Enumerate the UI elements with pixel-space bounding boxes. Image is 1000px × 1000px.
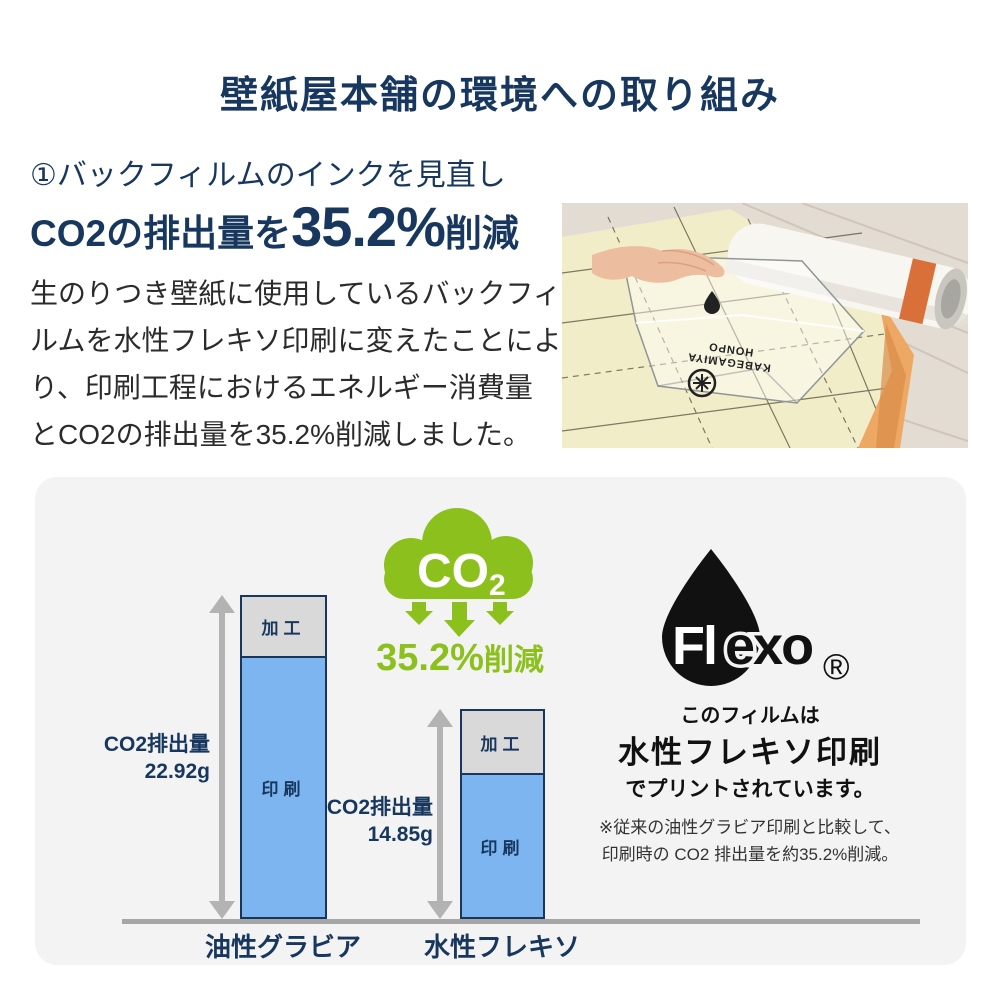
film-crest-spokes — [693, 374, 711, 392]
film-crest-mark — [687, 368, 717, 398]
flexo-brand-white-part: Fl — [672, 616, 716, 676]
axis-label-oil-gravure: 油性グラビア — [204, 932, 361, 962]
reduction-caption: 35.2%削減 — [310, 635, 610, 680]
intro-body-text: 生のりつき壁紙に使用しているバックフィ ルムを水性フレキソ印刷に変えたことによ … — [30, 278, 562, 450]
height-arrow-oil — [209, 595, 235, 919]
highlight-prefix: CO2の排出量を — [30, 213, 292, 254]
co2-total-oil: CO2排出量 22.92g — [103, 733, 210, 783]
bar-segment-printing: 印刷 — [462, 775, 543, 917]
infographic-panel: 加工 印刷 加工 印刷 CO2排出量 22.92g CO2排出量 14.85g … — [35, 477, 966, 965]
axis-label-water-flexo: 水性フレキソ — [423, 932, 580, 962]
flexo-footnote-2: 印刷時の CO2 排出量を約35.2%削減。 — [601, 845, 899, 864]
reduction-suffix: 削減 — [483, 644, 544, 677]
bar-segment-processing: 加工 — [242, 597, 325, 658]
section-heading: ①バックフィルムのインクを見直し — [30, 159, 506, 192]
flexo-logo: Fl exo ® — [662, 549, 850, 687]
flexo-droplet-icon — [662, 549, 760, 686]
wallpaper-roll — [724, 223, 968, 330]
flexo-brand-black-part: exo — [725, 616, 812, 676]
hand-finger-lines — [657, 249, 715, 272]
arrow-shaft — [219, 610, 225, 904]
co2-total-flexo: CO2排出量 14.85g — [326, 796, 433, 846]
page-title: 壁紙屋本舗の環境への取り組み — [219, 75, 780, 117]
flexo-footnote-1: ※従来の油性グラビア印刷と比較して、 — [599, 818, 901, 837]
product-photo: KABEGAMIYA HONPO — [562, 203, 968, 448]
cloud-co2-text: CO2 — [417, 545, 506, 602]
arrow-shaft — [437, 724, 443, 904]
film-fold-shadow — [657, 367, 798, 404]
highlight-suffix: 削減 — [444, 213, 519, 254]
height-arrow-flexo — [427, 709, 453, 919]
bar-segment-processing: 加工 — [462, 711, 543, 775]
highlight-value: 35.2% — [291, 195, 446, 258]
co2-highlight-line: CO2の排出量を35.2%削減 — [30, 196, 519, 273]
cloud-shape — [384, 508, 533, 599]
co2-cloud-icon: CO2 — [384, 508, 533, 637]
chart-baseline — [122, 919, 920, 924]
sheet-orange-shade — [876, 323, 906, 448]
registered-trademark-icon: ® — [823, 646, 850, 687]
co2-down-arrows-icon — [405, 602, 514, 637]
bar-water-flexo: 加工 印刷 — [460, 709, 545, 919]
reduction-value: 35.2% — [376, 637, 484, 679]
bar-oil-gravure: 加工 印刷 — [240, 595, 327, 919]
bar-segment-printing: 印刷 — [242, 658, 325, 917]
film-fold-highlight — [635, 313, 865, 332]
flexo-caption-top: このフィルムは — [680, 705, 820, 727]
film-droplet-mark — [704, 291, 720, 314]
hand — [592, 246, 725, 283]
flexo-caption-bottom: でプリントされています。 — [625, 778, 875, 801]
flexo-caption-main: 水性フレキソ印刷 — [618, 735, 882, 770]
